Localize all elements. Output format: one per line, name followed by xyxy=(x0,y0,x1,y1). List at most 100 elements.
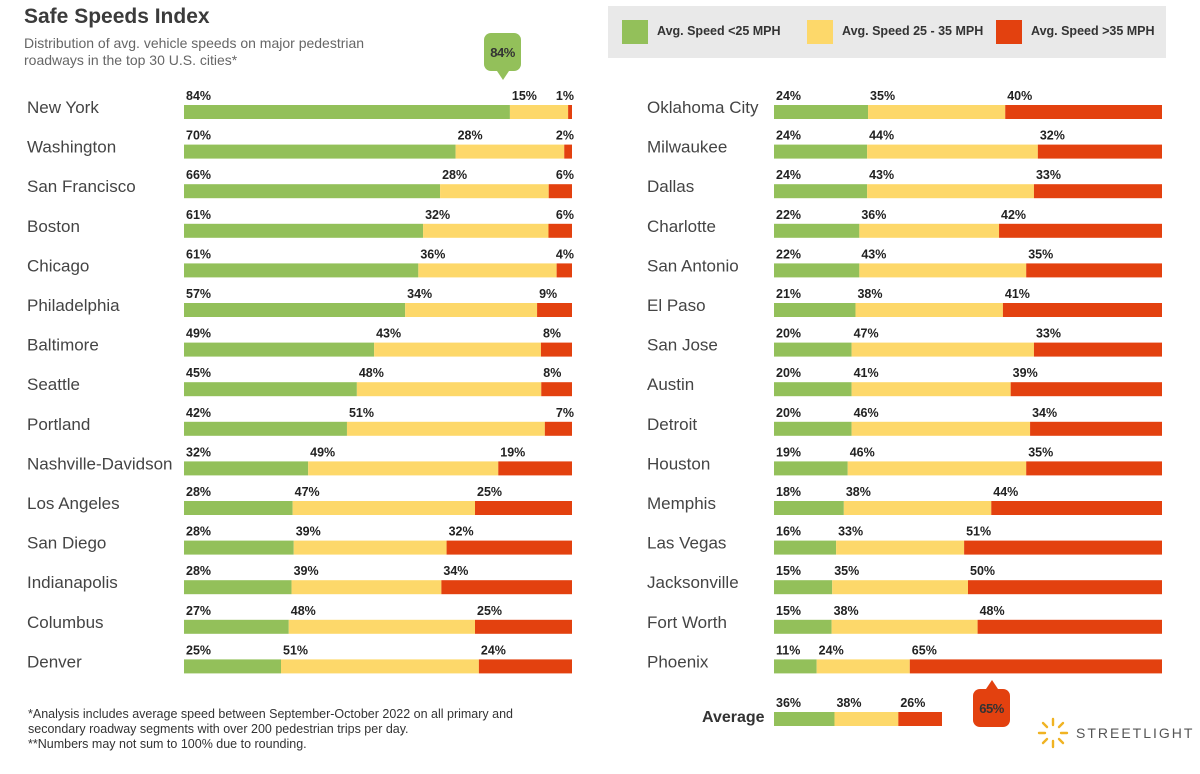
bar-segment-detroit xyxy=(1030,421,1162,436)
value-label: 38% xyxy=(836,696,861,710)
value-label: 19% xyxy=(500,445,525,459)
bar-segment-el-paso xyxy=(1002,303,1162,317)
value-label: 28% xyxy=(442,168,467,182)
bar-segment-portland xyxy=(346,421,545,436)
callout-top: 84% xyxy=(484,33,521,80)
city-label: Nashville-Davidson xyxy=(27,454,173,473)
value-label: 20% xyxy=(776,327,801,341)
bar-segment-average xyxy=(774,712,835,726)
bar-segment-san-antonio xyxy=(859,263,1027,278)
city-label: Philadelphia xyxy=(27,296,120,315)
value-label: 6% xyxy=(556,208,574,222)
value-label: 20% xyxy=(776,406,801,420)
value-label: 48% xyxy=(291,604,316,618)
value-label: 32% xyxy=(449,525,474,539)
bar-segment-nashville-davidson xyxy=(184,461,309,476)
value-label: 35% xyxy=(1028,445,1053,459)
value-label: 36% xyxy=(861,208,886,222)
value-label: 24% xyxy=(776,89,801,103)
city-label: Milwaukee xyxy=(647,138,727,157)
value-label: 35% xyxy=(1028,247,1053,261)
bar-segment-austin xyxy=(851,382,1011,397)
streetlight-logo: STREETLIGHT xyxy=(1036,716,1192,750)
bar-segment-milwaukee xyxy=(1037,144,1162,159)
value-label: 61% xyxy=(186,247,211,261)
value-label: 32% xyxy=(1040,129,1065,143)
bar-segment-philadelphia xyxy=(537,303,572,317)
bar-segment-denver xyxy=(478,659,572,674)
bar-segment-nashville-davidson xyxy=(308,461,499,476)
bar-segment-washington xyxy=(184,144,456,159)
bar-segment-san-antonio xyxy=(774,263,860,278)
bar-segment-new-york xyxy=(568,105,572,119)
value-label: 34% xyxy=(1032,406,1057,420)
value-label: 43% xyxy=(869,168,894,182)
value-label: 16% xyxy=(776,525,801,539)
value-label: 15% xyxy=(776,564,801,578)
value-label: 32% xyxy=(186,445,211,459)
bar-segment-philadelphia xyxy=(405,303,538,317)
bar-segment-chicago xyxy=(418,263,557,278)
value-label: 33% xyxy=(838,525,863,539)
legend: Avg. Speed <25 MPH Avg. Speed 25 - 35 MP… xyxy=(608,6,1166,58)
bar-segment-nashville-davidson xyxy=(498,461,572,476)
bar-segment-columbus xyxy=(288,619,475,634)
bar-segment-denver xyxy=(184,659,281,674)
bar-segment-portland xyxy=(544,421,572,436)
value-label: 65% xyxy=(912,643,937,657)
value-label: 38% xyxy=(834,604,859,618)
bar-segment-san-antonio xyxy=(1026,263,1162,278)
value-label: 27% xyxy=(186,604,211,618)
value-label: 34% xyxy=(443,564,468,578)
city-label: Denver xyxy=(27,652,82,671)
value-label: 2% xyxy=(556,129,574,143)
bar-segment-san-diego xyxy=(293,540,447,555)
bar-segment-san-diego xyxy=(446,540,572,555)
value-label: 40% xyxy=(1007,89,1032,103)
bar-segment-las-vegas xyxy=(964,540,1162,555)
value-label: 45% xyxy=(186,366,211,380)
bar-segment-las-vegas xyxy=(836,540,965,555)
bar-segment-austin xyxy=(1010,382,1162,397)
bar-segment-san-francisco xyxy=(548,184,572,199)
chart-title: Safe Speeds Index xyxy=(24,5,210,28)
value-label: 43% xyxy=(376,327,401,341)
bar-segment-washington xyxy=(564,144,572,159)
value-label: 44% xyxy=(993,485,1018,499)
value-label: 33% xyxy=(1036,327,1061,341)
bar-segment-phoenix xyxy=(816,659,910,674)
value-label: 18% xyxy=(776,485,801,499)
bar-segment-los-angeles xyxy=(292,501,475,515)
value-label: 38% xyxy=(846,485,871,499)
value-label: 15% xyxy=(512,89,537,103)
bar-segment-seattle xyxy=(541,382,572,397)
value-label: 57% xyxy=(186,287,211,301)
value-label: 41% xyxy=(1005,287,1030,301)
bar-segment-fort-worth xyxy=(831,619,978,634)
value-label: 39% xyxy=(296,525,321,539)
value-label: 22% xyxy=(776,247,801,261)
bar-segment-phoenix xyxy=(774,659,817,674)
city-label: Detroit xyxy=(647,415,697,434)
bar-segment-detroit xyxy=(774,421,852,436)
bar-segment-phoenix xyxy=(909,659,1162,674)
value-label: 70% xyxy=(186,129,211,143)
value-label: 33% xyxy=(1036,168,1061,182)
bar-segment-baltimore xyxy=(184,342,375,357)
value-label: 8% xyxy=(543,327,561,341)
city-label: Indianapolis xyxy=(27,573,118,592)
city-label: Las Vegas xyxy=(647,534,726,553)
bar-segment-jacksonville xyxy=(832,580,968,595)
bar-segment-san-diego xyxy=(184,540,294,555)
value-label: 44% xyxy=(869,129,894,143)
city-label: Fort Worth xyxy=(647,613,727,632)
value-label: 28% xyxy=(186,564,211,578)
footnote-line-1: *Analysis includes average speed between… xyxy=(28,707,514,736)
bar-segment-san-jose xyxy=(851,342,1034,357)
value-label: 39% xyxy=(1013,366,1038,380)
city-label: Jacksonville xyxy=(647,573,739,592)
bar-segment-fort-worth xyxy=(977,619,1162,634)
bar-segment-fort-worth xyxy=(774,619,832,634)
brand-name: STREETLIGHT xyxy=(1076,725,1195,741)
bar-segment-washington xyxy=(455,144,565,159)
